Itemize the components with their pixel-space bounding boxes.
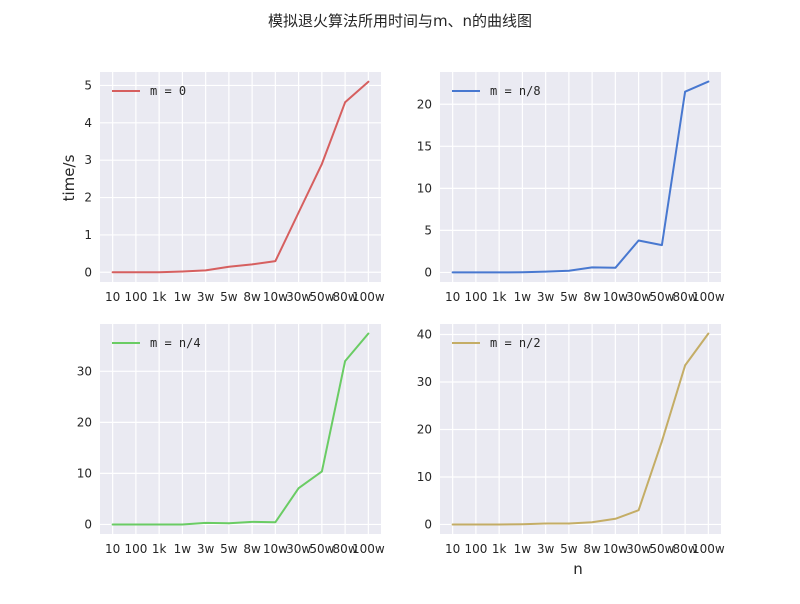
x-tick-label: 5w: [560, 542, 578, 556]
y-tick-label: 5: [424, 223, 432, 237]
plot-area: [440, 72, 721, 282]
x-tick-label: 3w: [537, 290, 555, 304]
x-tick-label: 100: [124, 542, 147, 556]
x-tick-label: 1k: [152, 290, 167, 304]
legend-label: m = n/8: [490, 84, 541, 98]
x-tick-label: 3w: [197, 542, 215, 556]
x-tick-label: 10: [445, 290, 460, 304]
x-tick-label: 10w: [603, 290, 628, 304]
y-tick-label: 20: [417, 97, 432, 111]
x-tick-label: 1w: [514, 542, 532, 556]
x-tick-label: 1k: [492, 542, 507, 556]
x-tick-label: 10: [105, 542, 120, 556]
x-tick-label: 100w: [692, 542, 725, 556]
y-tick-label: 4: [84, 116, 92, 130]
x-tick-label: 5w: [220, 542, 238, 556]
y-axis-label: time/s: [60, 154, 78, 201]
x-tick-label: 50w: [649, 290, 674, 304]
x-tick-label: 1w: [514, 290, 532, 304]
y-tick-label: 10: [77, 466, 92, 480]
x-tick-label: 100: [124, 290, 147, 304]
y-tick-label: 1: [84, 228, 92, 242]
x-tick-label: 1w: [174, 542, 192, 556]
y-tick-label: 0: [84, 265, 92, 279]
legend-label: m = n/2: [490, 336, 541, 350]
figure-title: 模拟退火算法所用时间与m、n的曲线图: [268, 12, 532, 30]
x-tick-label: 1k: [152, 542, 167, 556]
x-tick-label: 100w: [352, 290, 385, 304]
plot-area: [100, 324, 381, 534]
x-tick-label: 1w: [174, 290, 192, 304]
x-tick-label: 100w: [692, 290, 725, 304]
x-tick-label: 10: [445, 542, 460, 556]
y-tick-label: 15: [417, 139, 432, 153]
x-tick-label: 50w: [649, 542, 674, 556]
plot-area: [100, 72, 381, 282]
legend-label: m = 0: [150, 84, 186, 98]
x-tick-label: 30w: [286, 542, 311, 556]
x-tick-label: 8w: [243, 290, 261, 304]
x-tick-label: 3w: [197, 290, 215, 304]
x-tick-label: 8w: [583, 290, 601, 304]
y-tick-label: 0: [84, 517, 92, 531]
x-tick-label: 30w: [286, 290, 311, 304]
y-tick-label: 40: [417, 327, 432, 341]
y-tick-label: 20: [417, 422, 432, 436]
y-tick-label: 2: [84, 191, 92, 205]
x-tick-label: 100w: [352, 542, 385, 556]
y-tick-label: 10: [417, 470, 432, 484]
y-tick-label: 20: [77, 415, 92, 429]
y-tick-label: 3: [84, 153, 92, 167]
x-tick-label: 10w: [603, 542, 628, 556]
y-tick-label: 5: [84, 78, 92, 92]
y-tick-label: 30: [77, 364, 92, 378]
y-tick-label: 10: [417, 181, 432, 195]
x-tick-label: 8w: [243, 542, 261, 556]
x-tick-label: 1k: [492, 290, 507, 304]
x-tick-label: 100: [464, 542, 487, 556]
x-tick-label: 10: [105, 290, 120, 304]
x-tick-label: 3w: [537, 542, 555, 556]
x-tick-label: 5w: [220, 290, 238, 304]
y-tick-label: 0: [424, 517, 432, 531]
x-tick-label: 30w: [626, 290, 651, 304]
x-axis-label: n: [573, 560, 583, 578]
x-tick-label: 100: [464, 290, 487, 304]
x-tick-label: 50w: [309, 290, 334, 304]
x-tick-label: 30w: [626, 542, 651, 556]
y-tick-label: 0: [424, 265, 432, 279]
legend-label: m = n/4: [150, 336, 201, 350]
x-tick-label: 10w: [263, 542, 288, 556]
x-tick-label: 50w: [309, 542, 334, 556]
x-tick-label: 5w: [560, 290, 578, 304]
x-tick-label: 8w: [583, 542, 601, 556]
y-tick-label: 30: [417, 375, 432, 389]
x-tick-label: 10w: [263, 290, 288, 304]
